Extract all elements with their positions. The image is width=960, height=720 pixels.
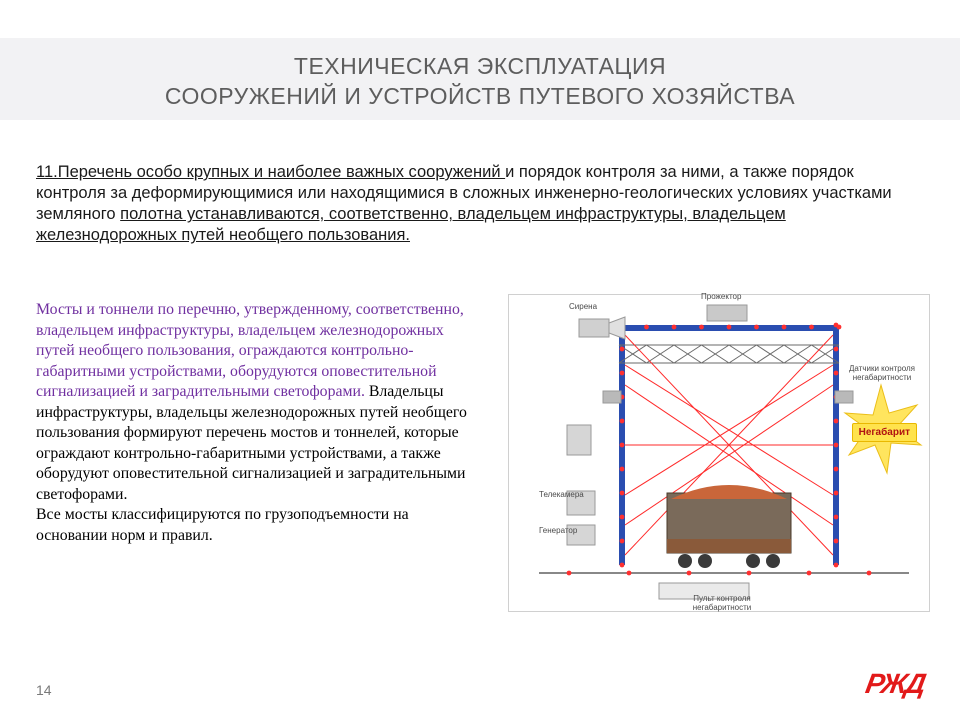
page-number: 14: [36, 682, 52, 698]
rzd-logo: РЖД: [863, 668, 926, 700]
label-horn: Сирена: [569, 303, 597, 312]
title-line-1: ТЕХНИЧЕСКАЯ ЭКСПЛУАТАЦИЯ: [294, 53, 666, 79]
body-text: Мосты и тоннели по перечню, утвержденном…: [36, 300, 476, 546]
label-camera-1: Телекамера: [539, 491, 584, 500]
title-line-2: СООРУЖЕНИЙ И УСТРОЙСТВ ПУТЕВОГО ХОЗЯЙСТВ…: [165, 83, 795, 109]
intro-underlined-suffix: полотна устанавливаются, соответственно,…: [36, 205, 786, 244]
body-black-1: Владельцы инфраструктуры, владельцы желе…: [36, 383, 467, 503]
intro-underlined-prefix: 11.Перечень особо крупных и наиболее важ…: [36, 163, 505, 181]
label-projector: Прожектор: [701, 293, 741, 302]
slide-title: ТЕХНИЧЕСКАЯ ЭКСПЛУАТАЦИЯ СООРУЖЕНИЙ И УС…: [0, 52, 960, 112]
label-panel: Пульт контроля негабаритности: [667, 595, 777, 613]
intro-paragraph: 11.Перечень особо крупных и наиболее важ…: [36, 162, 928, 246]
gabarit-diagram: Сирена Прожектор Датчики контроля негаба…: [508, 294, 930, 612]
title-band: ТЕХНИЧЕСКАЯ ЭКСПЛУАТАЦИЯ СООРУЖЕНИЙ И УС…: [0, 38, 960, 120]
label-sensors: Датчики контроля негабаритности: [847, 365, 917, 383]
label-gateway: Генератор: [539, 527, 577, 536]
slide: ТЕХНИЧЕСКАЯ ЭКСПЛУАТАЦИЯ СООРУЖЕНИЙ И УС…: [0, 0, 960, 720]
body-black-2: Все мосты классифицируются по грузоподъе…: [36, 506, 409, 544]
badge-oversize: Негабарит: [852, 423, 917, 442]
diagram-svg: [509, 295, 931, 613]
